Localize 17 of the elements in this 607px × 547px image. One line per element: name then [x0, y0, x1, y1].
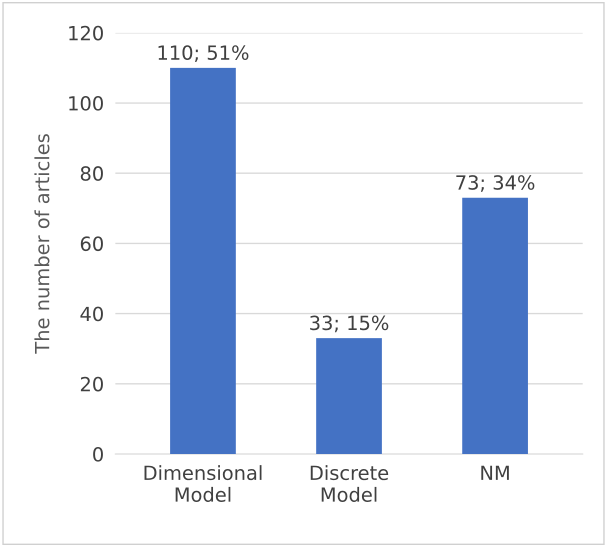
y-axis-title: The number of articles: [34, 134, 50, 354]
bar: [462, 198, 528, 454]
y-tick-label: 60: [80, 236, 103, 252]
data-label: 73; 34%: [456, 175, 534, 192]
y-tick-label: 100: [69, 96, 103, 111]
bar: [170, 68, 236, 454]
data-label: 33; 15%: [310, 316, 388, 332]
x-tick-label: Discrete Model: [310, 465, 388, 502]
y-tick-label: 0: [93, 446, 103, 462]
y-tick-label: 80: [80, 166, 103, 181]
bar: [316, 338, 382, 454]
y-tick-label: 20: [80, 376, 103, 392]
y-tick-label: 120: [69, 26, 103, 40]
data-label: 110; 51%: [158, 45, 248, 62]
y-tick-label: 40: [80, 306, 103, 322]
x-tick-label: Dimensional Model: [144, 465, 262, 502]
x-tick-label: NM: [481, 466, 509, 480]
